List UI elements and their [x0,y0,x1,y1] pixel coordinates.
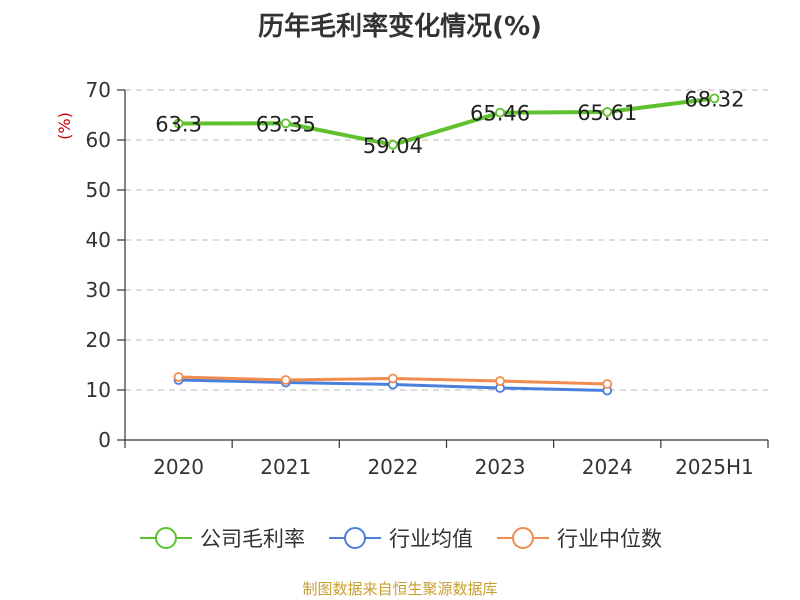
legend-label: 行业中位数 [557,527,662,551]
data-label: 63.3 [155,113,202,137]
data-label: 65.61 [577,101,637,125]
x-tick-label: 2021 [260,455,311,479]
data-point [709,93,720,104]
source-note: 制图数据来自恒生聚源数据库 [302,580,498,598]
x-tick-label: 2020 [153,455,204,479]
legend-line-marker-icon [140,527,192,549]
legend-label: 公司毛利率 [200,527,305,551]
legend-item: 公司毛利率 [138,523,305,553]
y-tick-label: 50 [86,178,111,202]
legend-line-marker-icon [329,527,381,549]
data-point [388,373,398,384]
series-line [178,96,715,147]
y-tick-label: 30 [86,278,111,302]
y-tick-label: 10 [86,378,111,402]
x-tick-label: 2023 [475,455,526,479]
y-tick-label: 70 [86,78,111,102]
grid-lines [125,89,768,391]
data-point [388,139,398,150]
y-tick-label: 40 [86,228,111,252]
data-point [495,376,505,386]
x-tick-label: 2025H1 [675,455,754,479]
legend-label: 行业均值 [389,527,473,551]
y-axis-label: (%) [55,112,74,140]
data-point [602,379,613,389]
x-tick-label: 2022 [367,455,418,479]
axes: 0 10 20 30 40 50 60 70 2020 2021 2022 2023 2024 2025H… [86,78,769,479]
chart-title: 历年毛利率变化情况(%) [258,12,542,42]
data-label: 63.35 [256,112,316,136]
x-tick-label: 2024 [582,455,633,479]
data-label: 68.32 [684,87,744,111]
legend-line-marker-icon [497,527,549,549]
data-label: 65.46 [470,102,530,126]
y-tick-label: 0 [98,428,111,452]
data-point [602,107,613,117]
series-lines [173,93,720,396]
data-point [280,375,291,385]
legend: 公司毛利率 行业均值 行业中位数 [0,518,800,558]
legend-item: 行业均值 [327,523,473,553]
data-point [173,372,184,382]
data-labels: 63.3 63.35 59.04 65.46 65.61 68.32 [155,87,744,157]
data-point [280,118,291,129]
data-point [173,118,184,129]
y-tick-label: 60 [86,128,111,152]
data-point [495,107,505,118]
legend-item: 行业中位数 [495,523,662,553]
data-label: 59.04 [363,134,423,158]
y-tick-label: 20 [86,328,111,352]
